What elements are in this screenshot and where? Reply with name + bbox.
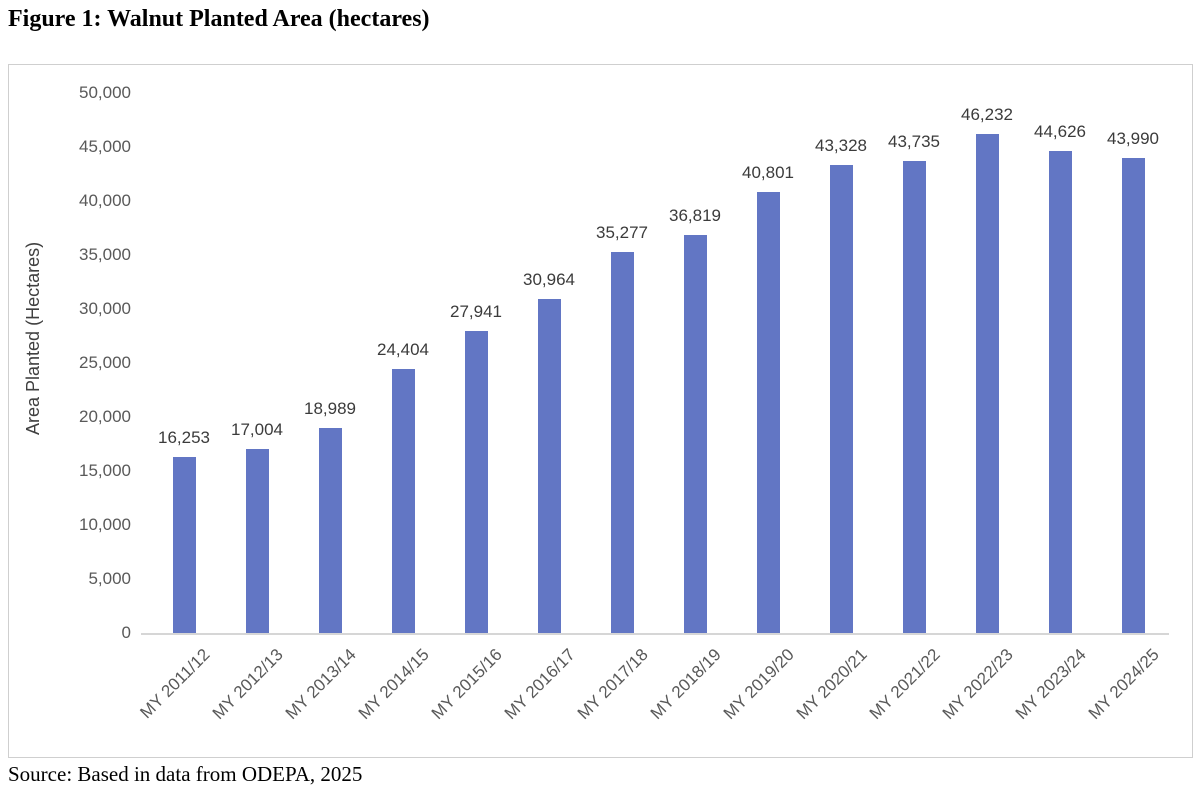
bar-value-label: 30,964 bbox=[523, 270, 575, 289]
x-tick-label: MY 2021/22 bbox=[865, 645, 944, 724]
y-tick-label: 40,000 bbox=[79, 191, 131, 210]
figure-title: Figure 1: Walnut Planted Area (hectares) bbox=[8, 6, 430, 32]
x-tick-label: MY 2017/18 bbox=[573, 645, 652, 724]
x-tick-label: MY 2011/12 bbox=[136, 645, 214, 723]
bar-value-label: 17,004 bbox=[231, 420, 283, 439]
y-tick-label: 50,000 bbox=[79, 83, 131, 102]
bar-value-label: 46,232 bbox=[961, 105, 1013, 124]
bar-value-label: 40,801 bbox=[742, 163, 794, 182]
x-tick-label: MY 2018/19 bbox=[646, 645, 725, 724]
bar bbox=[391, 369, 415, 633]
x-tick-label: MY 2012/13 bbox=[208, 645, 287, 724]
y-tick-label: 5,000 bbox=[88, 569, 131, 588]
x-tick-label: MY 2013/14 bbox=[281, 645, 360, 724]
bar-value-label: 43,735 bbox=[888, 132, 940, 151]
bar-value-label: 43,990 bbox=[1107, 129, 1159, 148]
y-tick-label: 45,000 bbox=[79, 137, 131, 156]
source-note: Source: Based in data from ODEPA, 2025 bbox=[8, 762, 363, 786]
y-tick-label: 20,000 bbox=[79, 407, 131, 426]
bar bbox=[318, 428, 342, 633]
bar-value-label: 18,989 bbox=[304, 399, 356, 418]
x-axis-line bbox=[141, 633, 1169, 635]
bar-value-label: 24,404 bbox=[377, 340, 429, 359]
bar bbox=[1048, 151, 1072, 633]
y-tick-label: 25,000 bbox=[79, 353, 131, 372]
bar bbox=[683, 235, 707, 633]
x-tick-label: MY 2014/15 bbox=[354, 645, 433, 724]
bar bbox=[464, 331, 488, 633]
bar bbox=[756, 192, 780, 633]
bar bbox=[537, 299, 561, 633]
bar bbox=[902, 161, 926, 633]
x-tick-label: MY 2015/16 bbox=[427, 645, 506, 724]
x-tick-label: MY 2019/20 bbox=[719, 645, 798, 724]
x-tick-label: MY 2020/21 bbox=[792, 645, 871, 724]
y-tick-label: 35,000 bbox=[79, 245, 131, 264]
y-axis-title: Area Planted (Hectares) bbox=[23, 241, 43, 435]
bar bbox=[172, 457, 196, 633]
x-tick-label: MY 2016/17 bbox=[500, 645, 579, 724]
bar-value-label: 35,277 bbox=[596, 223, 648, 242]
bar-value-label: 36,819 bbox=[669, 206, 721, 225]
bar bbox=[610, 252, 634, 633]
x-tick-label: MY 2024/25 bbox=[1084, 645, 1163, 724]
x-tick-label: MY 2023/24 bbox=[1011, 645, 1090, 724]
x-tick-label: MY 2022/23 bbox=[938, 645, 1017, 724]
bar bbox=[829, 165, 853, 633]
y-tick-label: 30,000 bbox=[79, 299, 131, 318]
chart-frame: Area Planted (Hectares) 0 5,000 10,000 15,0… bbox=[8, 64, 1193, 758]
bar-value-label: 43,328 bbox=[815, 136, 867, 155]
bar-value-label: 27,941 bbox=[450, 302, 502, 321]
bar bbox=[975, 134, 999, 633]
y-tick-label: 10,000 bbox=[79, 515, 131, 534]
bar-value-label: 44,626 bbox=[1034, 122, 1086, 141]
bar bbox=[1121, 158, 1145, 633]
y-tick-label: 0 bbox=[121, 623, 131, 642]
bar-value-label: 16,253 bbox=[158, 428, 210, 447]
y-tick-label: 15,000 bbox=[79, 461, 131, 480]
bar bbox=[245, 449, 269, 633]
